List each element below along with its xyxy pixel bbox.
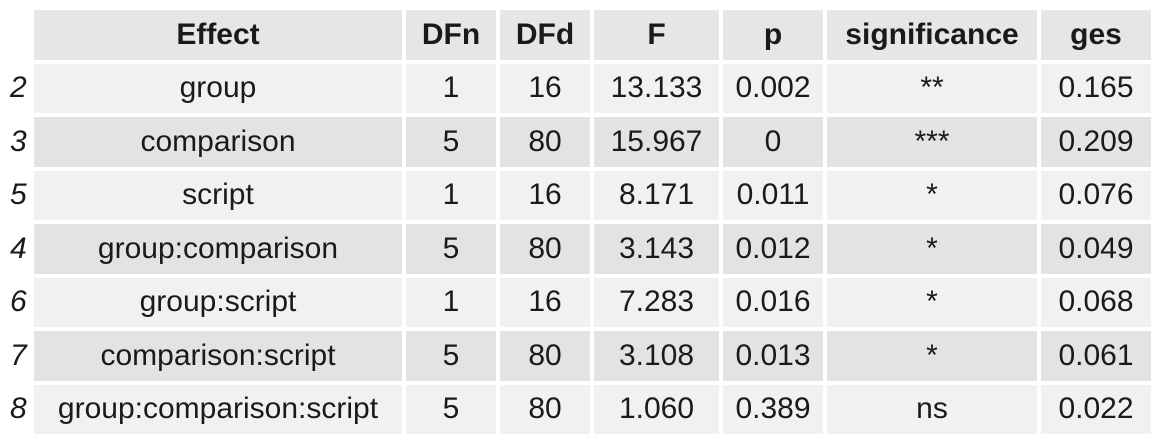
column-header-f: F	[594, 10, 719, 60]
cell-ges: 0.076	[1041, 170, 1151, 220]
cell-f: 15.967	[594, 117, 719, 167]
cell-effect: comparison:script	[34, 331, 402, 381]
cell-significance: ***	[827, 117, 1037, 167]
cell-ges: 0.165	[1041, 63, 1151, 113]
cell-f: 7.283	[594, 277, 719, 327]
cell-ges: 0.068	[1041, 277, 1151, 327]
column-header-significance: significance	[827, 10, 1037, 60]
cell-p: 0	[723, 117, 823, 167]
cell-dfn: 5	[406, 384, 496, 434]
cell-dfn: 1	[406, 170, 496, 220]
row-name-cell: 8	[10, 392, 27, 426]
column-header-ges: ges	[1041, 10, 1151, 60]
cell-dfd: 80	[500, 117, 590, 167]
cell-p: 0.013	[723, 331, 823, 381]
cell-effect: comparison	[34, 117, 402, 167]
cell-p: 0.002	[723, 63, 823, 113]
table-row: 3 comparison 5 80 15.967 0 *** 0.209	[4, 117, 1151, 167]
cell-significance: ns	[827, 384, 1037, 434]
table-row: 5 script 1 16 8.171 0.011 * 0.076	[4, 170, 1151, 220]
table-row: 8 group:comparison:script 5 80 1.060 0.389 ns 0…	[4, 384, 1151, 434]
cell-significance: **	[827, 63, 1037, 113]
cell-dfd: 16	[500, 170, 590, 220]
cell-f: 8.171	[594, 170, 719, 220]
cell-significance: *	[827, 170, 1037, 220]
cell-dfn: 5	[406, 331, 496, 381]
table-row: 6 group:script 1 16 7.283 0.016 * 0.068	[4, 277, 1151, 327]
row-name-cell: 6	[10, 285, 27, 319]
cell-ges: 0.061	[1041, 331, 1151, 381]
cell-effect: group	[34, 63, 402, 113]
row-name-cell: 5	[10, 178, 27, 212]
cell-f: 3.143	[594, 224, 719, 274]
cell-effect: script	[34, 170, 402, 220]
cell-dfd: 16	[500, 277, 590, 327]
rowname-header-cell	[4, 10, 30, 60]
cell-p: 0.012	[723, 224, 823, 274]
row-name-cell: 4	[10, 231, 27, 265]
row-name-cell: 3	[10, 124, 27, 158]
cell-f: 3.108	[594, 331, 719, 381]
cell-f: 1.060	[594, 384, 719, 434]
column-header-p: p	[723, 10, 823, 60]
row-name-cell: 2	[10, 71, 27, 105]
cell-dfn: 1	[406, 63, 496, 113]
column-header-effect: Effect	[34, 10, 402, 60]
cell-f: 13.133	[594, 63, 719, 113]
cell-dfn: 5	[406, 117, 496, 167]
cell-p: 0.389	[723, 384, 823, 434]
cell-dfd: 16	[500, 63, 590, 113]
table-body: 2 group 1 16 13.133 0.002 ** 0.165 3 comparison 5 8…	[4, 63, 1151, 434]
table-row: 7 comparison:script 5 80 3.108 0.013 * 0.061	[4, 331, 1151, 381]
row-name-cell: 7	[10, 338, 27, 372]
cell-dfn: 5	[406, 224, 496, 274]
cell-dfn: 1	[406, 277, 496, 327]
cell-dfd: 80	[500, 384, 590, 434]
cell-ges: 0.049	[1041, 224, 1151, 274]
cell-ges: 0.022	[1041, 384, 1151, 434]
cell-significance: *	[827, 331, 1037, 381]
cell-dfd: 80	[500, 331, 590, 381]
cell-dfd: 80	[500, 224, 590, 274]
column-header-dfd: DFd	[500, 10, 590, 60]
cell-significance: *	[827, 224, 1037, 274]
column-header-dfn: DFn	[406, 10, 496, 60]
table-row: 2 group 1 16 13.133 0.002 ** 0.165	[4, 63, 1151, 113]
cell-ges: 0.209	[1041, 117, 1151, 167]
cell-p: 0.011	[723, 170, 823, 220]
cell-p: 0.016	[723, 277, 823, 327]
cell-effect: group:comparison:script	[34, 384, 402, 434]
table-row: 4 group:comparison 5 80 3.143 0.012 * 0.049	[4, 224, 1151, 274]
cell-effect: group:comparison	[34, 224, 402, 274]
cell-effect: group:script	[34, 277, 402, 327]
cell-significance: *	[827, 277, 1037, 327]
